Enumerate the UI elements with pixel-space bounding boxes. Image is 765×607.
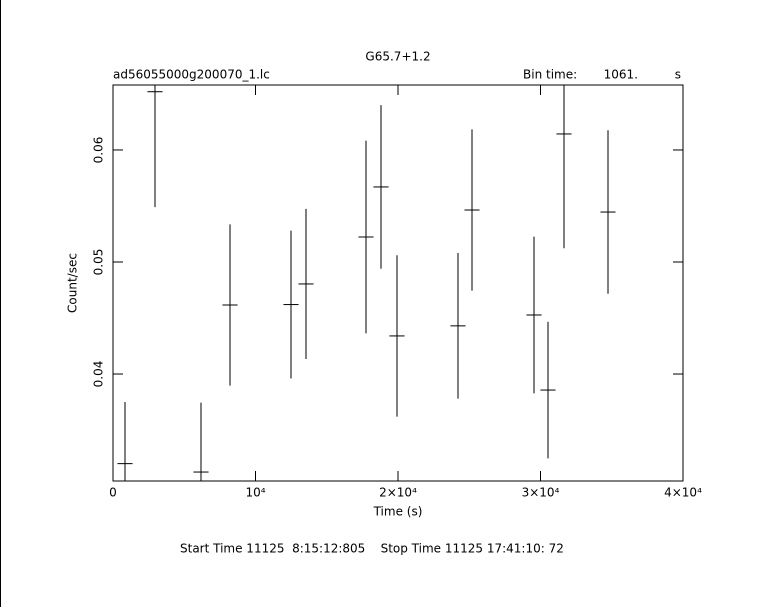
x-tick-label: 2×10⁴ — [379, 486, 417, 500]
y-axis-label: Count/sec — [66, 253, 80, 313]
bin-time-unit: s — [675, 68, 681, 82]
y-tick-label: 0.04 — [92, 361, 106, 388]
footer: Start Time 11125 8:15:12:805 Stop Time 1… — [180, 542, 564, 556]
x-tick-label: 3×10⁴ — [522, 486, 560, 500]
file-label: ad56055000g200070_1.lc — [113, 68, 270, 82]
y-tick-label: 0.06 — [92, 137, 106, 164]
plot-frame — [112, 84, 684, 482]
x-tick-label: 0 — [109, 486, 117, 500]
x-tick-label: 10⁴ — [245, 486, 265, 500]
bin-time-value: 1061. — [604, 68, 638, 82]
bin-time-label: Bin time: — [523, 68, 577, 82]
y-tick-label: 0.05 — [92, 249, 106, 276]
x-axis-label: Time (s) — [373, 505, 423, 519]
plot-area — [117, 85, 616, 481]
chart-title: G65.7+1.2 — [365, 50, 430, 64]
x-tick-label: 4×10⁴ — [664, 486, 702, 500]
